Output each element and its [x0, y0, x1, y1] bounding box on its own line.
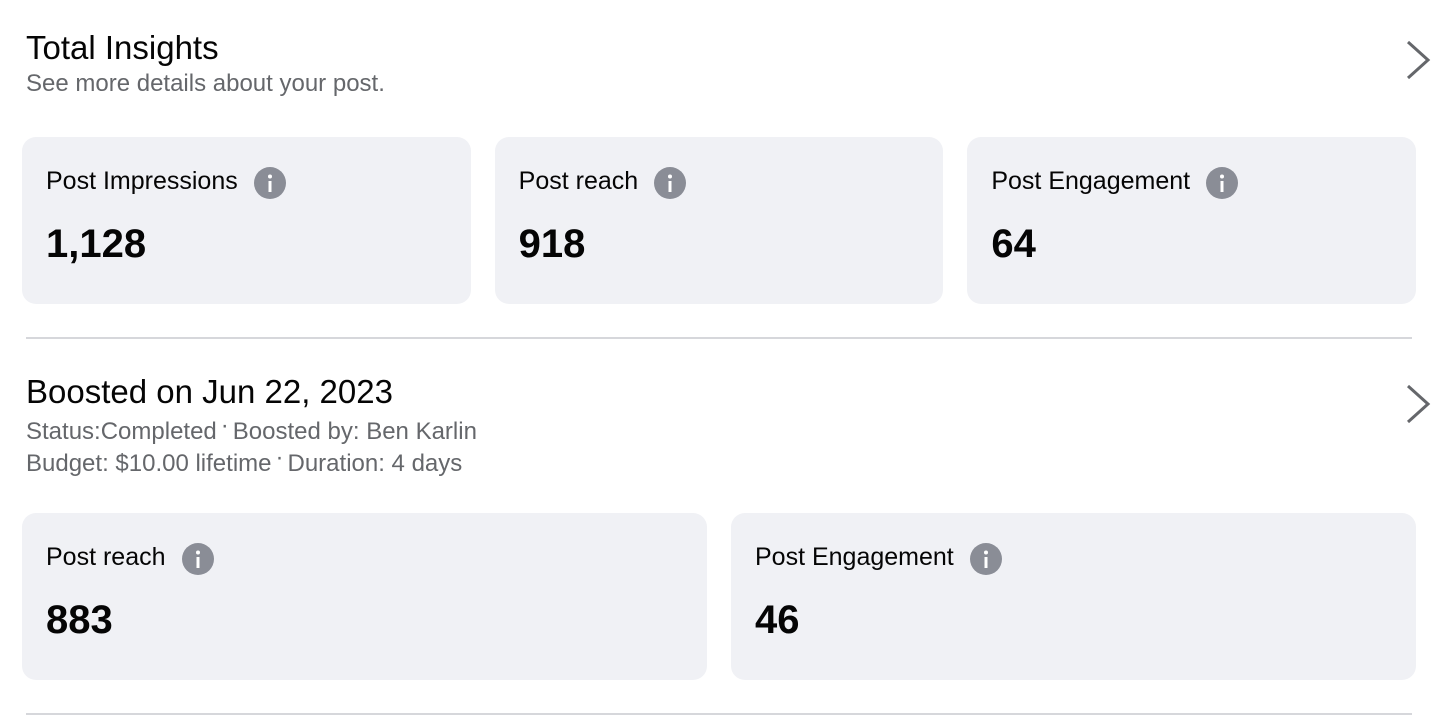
- info-icon[interactable]: [253, 167, 286, 199]
- info-icon[interactable]: [654, 167, 687, 199]
- metric-label: Post Engagement: [991, 167, 1191, 195]
- boost-budget-line: Budget: $10.00 lifetime · Duration: 4 days: [26, 444, 1412, 480]
- total-insights-cards: Post Impressions 1,128 Post reach 918 Po…: [22, 137, 1417, 304]
- boost-header[interactable]: Boosted on Jun 22, 2023 Status:Completed…: [26, 372, 1412, 480]
- metric-card-post-engagement[interactable]: Post Engagement 64: [967, 137, 1417, 304]
- metric-label: Post Impressions: [46, 167, 238, 195]
- boost-cards: Post reach 883 Post Engagement 46: [22, 513, 1416, 680]
- divider: [26, 337, 1412, 339]
- total-insights-header[interactable]: Total Insights See more details about yo…: [26, 28, 1412, 100]
- chevron-right-icon[interactable]: [1398, 380, 1434, 428]
- info-icon[interactable]: [181, 543, 214, 575]
- budget: Budget: $10.00 lifetime: [26, 450, 272, 477]
- metric-card-post-impressions[interactable]: Post Impressions 1,128: [22, 137, 471, 304]
- metric-value: 918: [518, 222, 586, 266]
- boost-title: Boosted on Jun 22, 2023: [26, 373, 393, 410]
- status-label: Status:: [26, 418, 101, 445]
- divider: [26, 713, 1412, 715]
- metric-card-boost-post-reach[interactable]: Post reach 883: [22, 513, 707, 680]
- status-value: Completed: [100, 418, 217, 445]
- metric-label: Post reach: [518, 167, 639, 195]
- info-icon[interactable]: [969, 543, 1002, 575]
- duration: Duration: 4 days: [287, 450, 463, 477]
- metric-value: 1,128: [46, 222, 147, 266]
- boosted-by: Boosted by: Ben Karlin: [232, 418, 477, 445]
- chevron-right-icon[interactable]: [1398, 36, 1434, 84]
- separator: ·: [220, 412, 229, 439]
- boost-status-line: Status:Completed · Boosted by: Ben Karlin: [26, 412, 1412, 448]
- total-insights-subtitle: See more details about your post.: [26, 70, 385, 97]
- total-insights-title: Total Insights: [26, 29, 219, 66]
- metric-value: 46: [755, 598, 800, 642]
- metric-label: Post reach: [46, 543, 166, 571]
- metric-label: Post Engagement: [755, 543, 954, 571]
- metric-value: 64: [991, 222, 1036, 266]
- metric-card-post-reach[interactable]: Post reach 918: [494, 137, 944, 304]
- info-icon[interactable]: [1206, 167, 1239, 199]
- metric-card-boost-post-engagement[interactable]: Post Engagement 46: [731, 513, 1416, 680]
- separator: ·: [275, 444, 284, 471]
- metric-value: 883: [46, 598, 113, 642]
